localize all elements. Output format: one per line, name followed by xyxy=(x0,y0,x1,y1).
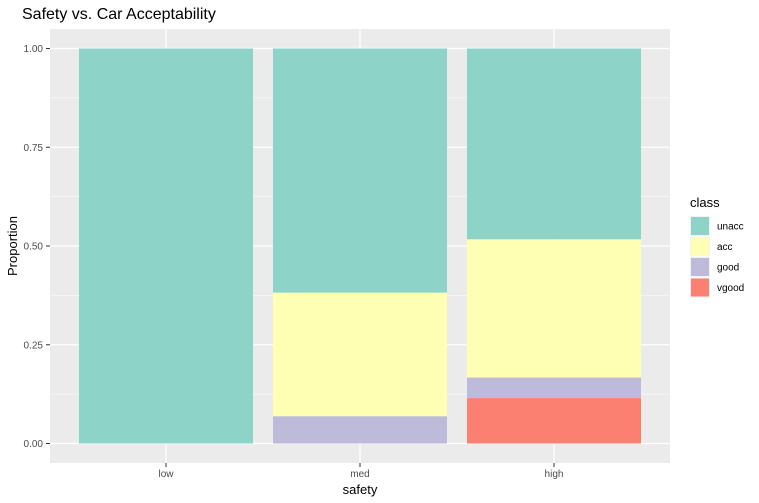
chart-title: Safety vs. Car Acceptability xyxy=(22,6,216,23)
legend-swatch-vgood xyxy=(691,278,709,297)
y-axis-title: Proportion xyxy=(5,216,20,276)
legend-label-acc: acc xyxy=(717,242,733,253)
bar-med-good xyxy=(273,416,447,444)
bars xyxy=(79,48,641,444)
legend-swatch-unacc xyxy=(691,217,709,235)
y-tick-label: 0.00 xyxy=(24,439,44,450)
y-tick-label: 0.25 xyxy=(24,340,44,351)
bar-high-acc xyxy=(467,239,641,378)
bar-high-good xyxy=(467,377,641,399)
y-axis: 0.00 0.25 0.50 0.75 1.00 xyxy=(24,44,50,450)
bar-low-unacc xyxy=(79,48,253,444)
bar-high-vgood xyxy=(467,398,641,444)
bar-med-unacc xyxy=(273,48,447,293)
legend-label-unacc: unacc xyxy=(717,222,744,233)
legend-title: class xyxy=(690,195,720,210)
bar-high-unacc xyxy=(467,48,641,240)
x-axis: low med high xyxy=(158,463,563,480)
legend-swatch-good xyxy=(691,258,709,276)
legend-label-good: good xyxy=(717,263,739,274)
x-tick-label: med xyxy=(350,469,369,480)
y-tick-label: 0.50 xyxy=(24,242,44,253)
legend: class unacc acc good vgood xyxy=(690,195,744,298)
bar-med-acc xyxy=(273,292,447,417)
y-tick-label: 1.00 xyxy=(24,44,44,55)
x-tick-label: low xyxy=(158,469,174,480)
x-axis-title: safety xyxy=(343,482,378,497)
x-tick-label: high xyxy=(545,469,564,480)
legend-label-vgood: vgood xyxy=(717,283,744,294)
y-tick-label: 0.75 xyxy=(24,143,44,154)
legend-swatch-acc xyxy=(691,237,709,256)
